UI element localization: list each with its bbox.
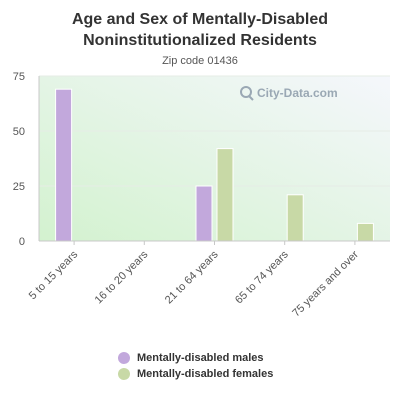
- legend-swatch-males: [118, 352, 130, 364]
- legend-label-males: Mentally-disabled males: [137, 352, 264, 364]
- bar-females: [286, 194, 304, 242]
- x-tick-label: 65 to 74 years: [233, 248, 291, 306]
- x-tick-label: 75 years and over: [290, 248, 361, 319]
- legend-swatch-females: [118, 368, 130, 380]
- bar-females: [356, 222, 374, 242]
- y-tick-label: 25: [13, 181, 25, 193]
- y-tick-label: 50: [13, 126, 25, 138]
- bar-males: [195, 185, 213, 242]
- legend-item-males: Mentally-disabled males: [118, 350, 273, 366]
- x-tick-label: 16 to 20 years: [93, 248, 151, 306]
- legend-label-females: Mentally-disabled females: [137, 368, 274, 380]
- watermark: City-Data.com: [240, 86, 338, 101]
- y-tick-label: 0: [19, 236, 25, 248]
- legend: Mentally-disabled males Mentally-disable…: [118, 350, 273, 382]
- chart-title: Age and Sex of Mentally-Disabled Noninst…: [71, 11, 329, 49]
- y-tick-label: 75: [13, 71, 25, 83]
- chart-subtitle: Zip code 01436: [162, 55, 238, 67]
- legend-item-females: Mentally-disabled females: [118, 366, 273, 382]
- x-tick-label: 21 to 64 years: [163, 248, 221, 306]
- plot-background: [39, 76, 390, 241]
- bar-females: [216, 148, 234, 242]
- bar-males: [55, 88, 73, 242]
- x-tick-label: 5 to 15 years: [27, 248, 81, 302]
- watermark-text: City-Data.com: [257, 86, 338, 100]
- magnifier-icon: [240, 86, 252, 98]
